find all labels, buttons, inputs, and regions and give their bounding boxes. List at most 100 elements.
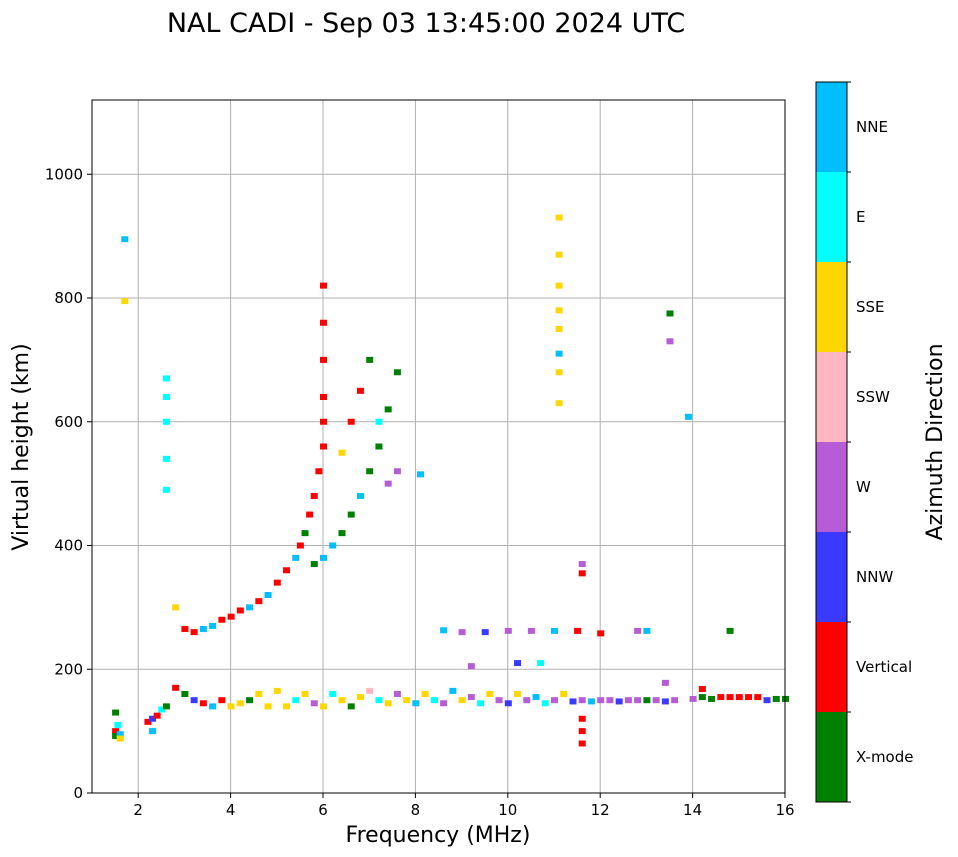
data-point xyxy=(366,468,374,475)
data-point xyxy=(393,691,401,697)
y-tick-label: 400 xyxy=(54,537,83,555)
data-point xyxy=(495,697,503,704)
data-point xyxy=(412,700,420,707)
data-point xyxy=(112,709,120,716)
data-point xyxy=(162,375,170,382)
data-point xyxy=(375,443,383,450)
data-point xyxy=(218,697,226,704)
data-point xyxy=(292,697,300,704)
x-tick-label: 14 xyxy=(683,801,702,819)
data-point xyxy=(735,694,743,701)
data-point xyxy=(569,698,577,705)
colorbar-label: Azimuth Direction xyxy=(923,343,948,540)
colorbar-segment xyxy=(816,82,847,172)
data-point xyxy=(745,694,753,701)
data-point xyxy=(246,697,254,704)
colorbar-category-label: E xyxy=(856,208,865,226)
data-point xyxy=(310,561,318,568)
data-point xyxy=(440,627,448,634)
y-tick-label: 1000 xyxy=(45,165,83,183)
data-point xyxy=(255,691,263,697)
data-point xyxy=(121,298,129,305)
data-point xyxy=(375,418,383,425)
data-point xyxy=(338,530,346,537)
data-point xyxy=(144,718,152,725)
data-point xyxy=(384,480,392,487)
data-point xyxy=(320,356,327,363)
data-point xyxy=(315,468,323,475)
data-point xyxy=(555,251,563,258)
data-point xyxy=(227,613,235,620)
x-axis-ticks: 2 4 6 8 10 12 14 16 xyxy=(133,793,795,819)
data-point xyxy=(273,687,281,694)
data-point xyxy=(356,493,364,499)
data-point xyxy=(666,310,674,317)
data-point xyxy=(467,694,475,701)
data-point xyxy=(551,697,558,704)
data-point xyxy=(162,418,170,425)
data-point xyxy=(393,468,401,475)
data-point xyxy=(555,400,563,407)
data-point xyxy=(560,691,568,697)
data-point xyxy=(310,700,318,707)
data-point xyxy=(246,604,254,611)
data-point xyxy=(236,700,244,707)
data-point xyxy=(264,592,272,598)
data-point xyxy=(698,686,706,693)
data-point xyxy=(458,697,466,704)
data-point xyxy=(320,418,327,425)
data-point xyxy=(597,630,605,637)
data-point xyxy=(366,356,374,363)
data-point xyxy=(209,622,217,629)
colorbar-segment xyxy=(816,442,847,532)
plot-frame xyxy=(91,99,786,794)
x-tick-label: 2 xyxy=(133,801,143,819)
data-points xyxy=(112,214,789,747)
colorbar-segment xyxy=(816,352,847,442)
colorbar-segment xyxy=(816,172,847,262)
data-point xyxy=(283,703,291,710)
data-point xyxy=(153,712,161,719)
data-point xyxy=(643,697,651,704)
data-point xyxy=(634,697,642,704)
x-tick-label: 10 xyxy=(498,801,517,819)
data-point xyxy=(504,627,512,634)
colorbar-segment xyxy=(816,532,847,622)
data-point xyxy=(199,700,207,707)
grid xyxy=(92,100,786,794)
x-tick-label: 12 xyxy=(591,801,610,819)
data-point xyxy=(578,697,586,704)
data-point xyxy=(356,694,364,701)
data-point xyxy=(527,627,535,634)
colorbar-category-label: NNW xyxy=(856,568,893,586)
data-point xyxy=(162,703,170,710)
data-point xyxy=(149,715,157,722)
data-point xyxy=(190,629,198,636)
data-point xyxy=(172,604,180,611)
data-point xyxy=(384,700,392,707)
data-point xyxy=(541,700,549,707)
data-point xyxy=(481,629,489,636)
data-point xyxy=(578,715,586,722)
data-point xyxy=(523,697,531,704)
data-point xyxy=(624,697,632,704)
data-point xyxy=(366,687,374,694)
data-point xyxy=(190,697,198,704)
data-point xyxy=(264,703,272,710)
data-point xyxy=(606,697,614,704)
data-point xyxy=(338,449,346,456)
data-point xyxy=(320,443,327,450)
data-point xyxy=(112,728,120,735)
data-point xyxy=(504,700,512,707)
data-point xyxy=(403,697,411,704)
data-point xyxy=(255,598,263,605)
data-point xyxy=(181,626,189,633)
data-point xyxy=(306,511,314,518)
data-point xyxy=(320,394,327,400)
data-point xyxy=(643,627,651,634)
data-point xyxy=(199,626,207,633)
data-point xyxy=(597,697,605,704)
data-point xyxy=(763,697,771,704)
data-point xyxy=(112,733,120,740)
